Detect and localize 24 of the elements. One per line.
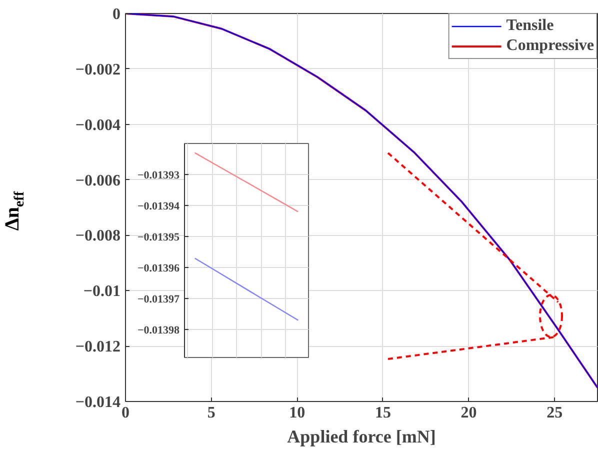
- x-tick-label: 20: [460, 404, 477, 422]
- y-tick-label: −0.014: [75, 394, 121, 411]
- x-tick-label: 15: [374, 404, 391, 422]
- y-tick-label: 0: [112, 6, 120, 23]
- y-tick-label: −0.006: [75, 172, 121, 190]
- x-tick-label: 5: [207, 404, 216, 422]
- y-tick-label: −0.01394: [137, 200, 180, 213]
- y-tick-label: −0.01398: [137, 324, 180, 337]
- y-tick-label: −0.01: [83, 283, 121, 300]
- y-tick-label: −0.004: [75, 116, 121, 134]
- line-series: [194, 152, 299, 212]
- line-series: [194, 258, 299, 321]
- legend-label: Compressive: [506, 36, 594, 56]
- y-tick-label: −0.01393: [137, 170, 180, 182]
- y-tick-label: −0.01395: [137, 232, 180, 244]
- legend-label: Tensile: [506, 16, 554, 36]
- y-tick-label: −0.002: [75, 61, 121, 78]
- x-tick-label: 10: [289, 404, 306, 422]
- y-tick-label: −0.008: [75, 228, 121, 245]
- y-tick-label: −0.01396: [137, 262, 180, 275]
- y-tick-label: −0.01397: [137, 294, 180, 306]
- y-tick-label: −0.012: [75, 338, 121, 356]
- x-axis-title: Applied force [mN]: [287, 426, 436, 446]
- x-tick-label: 25: [546, 404, 563, 422]
